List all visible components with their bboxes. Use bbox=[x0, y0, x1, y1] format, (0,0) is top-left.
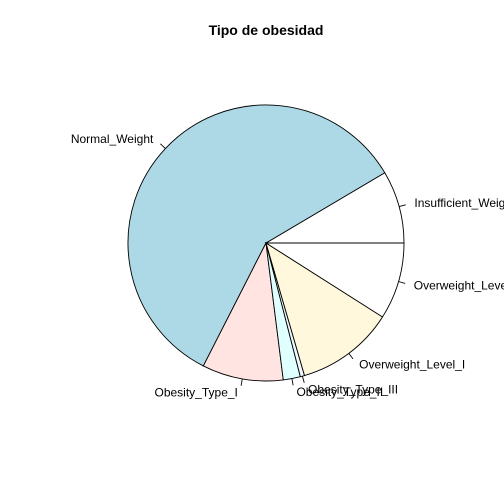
pie-slices bbox=[127, 104, 405, 382]
pie-slice-overweight-level-i bbox=[265, 241, 384, 377]
pie-label-tick-insufficient-weight bbox=[398, 204, 406, 208]
pie-label-obesity-type-i: Obesity_Type_I bbox=[155, 386, 238, 400]
pie-label-tick-obesity-type-i bbox=[240, 378, 243, 386]
pie-slice-obesity-type-i bbox=[202, 241, 284, 382]
pie-label-tick-obesity-type-ii bbox=[291, 378, 294, 386]
pie-label-tick-overweight-level-ii bbox=[398, 281, 406, 284]
pie-label-tick-obesity-type-iii bbox=[301, 375, 305, 383]
pie-label-tick-normal-weight bbox=[160, 143, 166, 149]
pie-label-insufficient-weight: Insufficient_Weight bbox=[414, 196, 504, 210]
pie-label-obesity-type-iii: Obesity_Type_III bbox=[308, 382, 398, 396]
pie-label-normal-weight: Normal_Weight bbox=[71, 132, 154, 146]
pie-label-overweight-level-i: Overweight_Level_I bbox=[359, 357, 465, 371]
pie-label-overweight-level-ii: Overweight_Level_II bbox=[414, 278, 504, 292]
chart-title: Tipo de obesidad bbox=[209, 22, 324, 38]
pie-label-tick-overweight-level-i bbox=[348, 353, 354, 360]
pie-label-obesity-type-ii: Obesity_Type_II bbox=[296, 385, 383, 399]
pie-slice-normal-weight bbox=[127, 104, 386, 367]
pie-labels: Insufficient_Weight Normal_Weight Obesity_… bbox=[71, 132, 504, 399]
